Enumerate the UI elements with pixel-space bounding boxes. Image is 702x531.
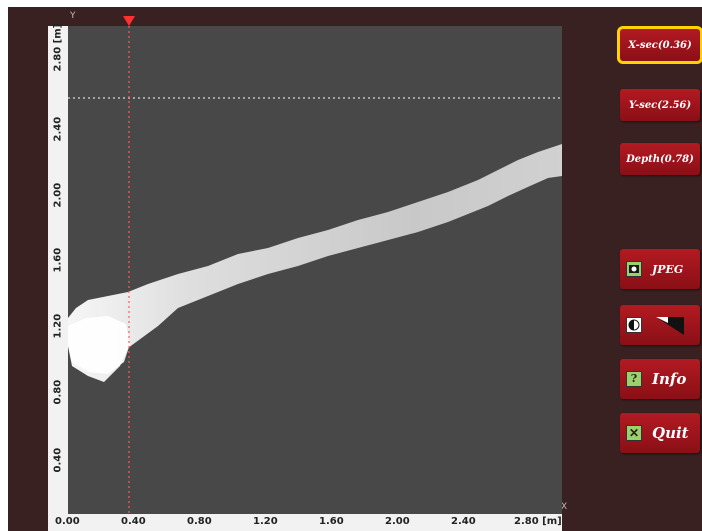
quit-button[interactable]: ✕ Quit — [620, 413, 700, 453]
x-tick-label: 0.40 — [121, 516, 146, 527]
y-section-button[interactable]: Y-sec(2.56) — [620, 89, 700, 121]
depth-button[interactable]: Depth(0.78) — [620, 143, 700, 175]
y-tick-label: 1.60 — [52, 247, 64, 273]
y-tick-label: 0.80 — [52, 379, 64, 405]
x-tick-label: 2.40 — [451, 516, 476, 527]
contrast-button[interactable] — [620, 305, 700, 345]
camera-icon — [626, 261, 642, 277]
x-tick-label: 0.00 — [55, 516, 80, 527]
gpr-viewer-screen: 0.40 0.80 1.20 1.60 2.00 2.40 2.80 [m] Y… — [8, 7, 702, 531]
gpr-slice-image[interactable] — [68, 26, 562, 514]
y-tick-label: 0.40 — [52, 447, 64, 473]
help-icon: ? — [626, 371, 642, 387]
y-tick-label: 1.20 — [52, 313, 64, 339]
jpeg-label: JPEG — [652, 262, 684, 276]
x-axis-ruler: 0.00 0.40 0.80 1.20 1.60 2.00 2.40 2.80 … — [48, 514, 562, 531]
x-section-label: X-sec(0.36) — [628, 39, 692, 51]
reflection-band — [68, 26, 562, 514]
quit-label: Quit — [652, 424, 689, 442]
info-label: Info — [652, 370, 687, 388]
reflector-band — [68, 316, 130, 374]
reflector-band — [68, 144, 562, 382]
y-section-label: Y-sec(2.56) — [628, 99, 692, 111]
info-button[interactable]: ? Info — [620, 359, 700, 399]
y-tick-label: 2.80 [m] — [52, 23, 64, 72]
x-tick-label: 0.80 — [187, 516, 212, 527]
x-cursor-marker-icon[interactable] — [122, 15, 136, 27]
y-tick-label: 2.00 — [52, 182, 64, 208]
y-axis-ruler: 0.40 0.80 1.20 1.60 2.00 2.40 2.80 [m] — [48, 23, 68, 514]
close-icon: ✕ — [626, 425, 642, 441]
y-axis-tag: Y — [70, 11, 76, 21]
jpeg-export-button[interactable]: JPEG — [620, 249, 700, 289]
x-tick-label: 1.20 — [253, 516, 278, 527]
depth-label: Depth(0.78) — [626, 153, 694, 165]
x-tick-label: 1.60 — [319, 516, 344, 527]
x-tick-label: 2.00 — [385, 516, 410, 527]
x-section-button[interactable]: X-sec(0.36) — [617, 26, 702, 64]
x-axis-tag: X — [561, 502, 568, 512]
contrast-icon — [626, 317, 642, 333]
gradient-ramp-icon — [656, 317, 684, 335]
y-tick-label: 2.40 — [52, 116, 64, 142]
x-tick-label: 2.80 [m] — [514, 516, 562, 527]
